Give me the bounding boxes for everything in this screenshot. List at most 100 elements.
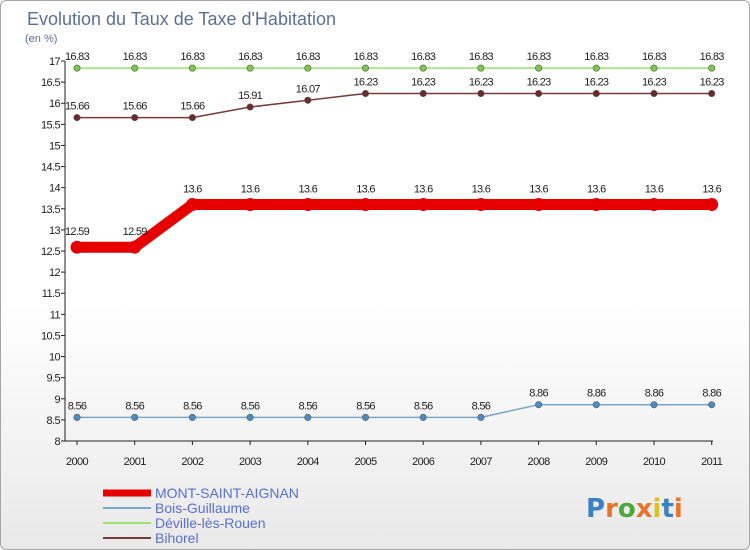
data-label: 8.86 bbox=[587, 388, 606, 400]
data-label: 8.56 bbox=[125, 400, 144, 412]
data-label: 16.83 bbox=[123, 51, 148, 63]
data-label: 16.23 bbox=[642, 77, 667, 89]
data-point bbox=[535, 64, 543, 72]
data-label: 8.56 bbox=[414, 400, 433, 412]
x-tick-label: 2000 bbox=[66, 456, 89, 468]
data-point bbox=[188, 64, 196, 72]
data-label: 12.59 bbox=[123, 226, 148, 238]
data-point bbox=[419, 413, 427, 421]
data-label: 16.23 bbox=[527, 77, 552, 89]
y-tick-label: 12.5 bbox=[41, 246, 60, 258]
x-tick-label: 2009 bbox=[585, 456, 608, 468]
x-tick-label: 2006 bbox=[412, 456, 435, 468]
data-point bbox=[301, 198, 315, 212]
y-tick-label: 14 bbox=[49, 183, 61, 195]
data-label: 15.66 bbox=[180, 101, 205, 113]
data-point bbox=[131, 64, 139, 72]
data-label: 13.6 bbox=[702, 184, 721, 196]
data-point bbox=[708, 64, 716, 72]
data-point bbox=[708, 401, 716, 409]
data-point bbox=[705, 198, 719, 212]
data-point bbox=[589, 198, 603, 212]
data-point bbox=[243, 198, 257, 212]
data-point bbox=[477, 64, 485, 72]
data-label: 16.83 bbox=[238, 51, 263, 63]
logo-letter: i bbox=[653, 494, 662, 524]
data-point bbox=[650, 401, 658, 409]
legend-label: Bihorel bbox=[155, 530, 199, 546]
legend-item: Bois-Guillaume bbox=[103, 500, 250, 516]
x-tick-label: 2007 bbox=[470, 456, 493, 468]
y-tick-label: 14.5 bbox=[41, 162, 60, 174]
data-label: 16.83 bbox=[527, 51, 552, 63]
logo-letter: P bbox=[586, 494, 605, 524]
data-label: 16.83 bbox=[65, 51, 90, 63]
data-label: 13.6 bbox=[298, 184, 317, 196]
data-label: 15.66 bbox=[65, 101, 90, 113]
y-tick-label: 9 bbox=[54, 394, 60, 406]
y-tick-label: 12 bbox=[49, 267, 61, 279]
data-point bbox=[647, 198, 661, 212]
data-point bbox=[73, 64, 81, 72]
data-label: 13.6 bbox=[241, 184, 260, 196]
data-label: 13.6 bbox=[183, 184, 202, 196]
y-tick-label: 16.5 bbox=[41, 77, 60, 89]
data-label: 13.6 bbox=[472, 184, 491, 196]
data-point bbox=[650, 64, 658, 72]
y-tick-label: 10.5 bbox=[41, 330, 60, 342]
legend-item: Déville-lès-Rouen bbox=[103, 515, 266, 531]
series-line bbox=[76, 92, 713, 119]
series-line bbox=[76, 403, 713, 419]
y-tick-label: 8.5 bbox=[47, 415, 61, 427]
data-label: 13.6 bbox=[414, 184, 433, 196]
x-tick-label: 2011 bbox=[701, 456, 723, 468]
data-label: 13.6 bbox=[587, 184, 606, 196]
y-tick-label: 8 bbox=[54, 436, 60, 448]
data-point bbox=[592, 401, 600, 409]
data-label: 8.56 bbox=[241, 400, 260, 412]
logo-letter: t bbox=[661, 494, 673, 524]
data-label: 16.23 bbox=[469, 77, 494, 89]
logo-letter: i bbox=[674, 494, 683, 524]
x-tick-label: 2004 bbox=[297, 456, 320, 468]
data-point bbox=[73, 114, 81, 122]
y-tick-label: 11.5 bbox=[42, 288, 61, 300]
data-label: 16.23 bbox=[353, 77, 378, 89]
data-point bbox=[477, 413, 485, 421]
data-label: 8.56 bbox=[356, 400, 375, 412]
logo-letter: o bbox=[618, 494, 636, 524]
data-point bbox=[188, 114, 196, 122]
y-tick-label: 15 bbox=[49, 140, 61, 152]
data-label: 16.83 bbox=[296, 51, 321, 63]
y-tick-label: 9.5 bbox=[47, 373, 61, 385]
data-label: 16.23 bbox=[584, 77, 609, 89]
logo-wordmark: Proxiti bbox=[586, 494, 683, 524]
proxiti-logo: Proxiti bbox=[586, 494, 683, 524]
data-point bbox=[535, 401, 543, 409]
data-label: 12.59 bbox=[65, 226, 90, 238]
y-tick-label: 13 bbox=[49, 225, 61, 237]
data-point bbox=[592, 90, 600, 98]
data-label: 16.07 bbox=[296, 83, 321, 95]
data-point bbox=[359, 198, 372, 212]
chart-subtitle: (en %) bbox=[25, 33, 57, 45]
data-point bbox=[73, 413, 81, 421]
data-point bbox=[246, 103, 254, 111]
data-point bbox=[246, 413, 254, 421]
chart-title: Evolution du Taux de Taxe d'Habitation bbox=[27, 9, 336, 29]
y-tick-label: 10 bbox=[49, 352, 61, 364]
y-tick-label: 11 bbox=[50, 309, 61, 321]
data-label: 13.6 bbox=[645, 184, 664, 196]
legend-item: MONT-SAINT-AIGNAN bbox=[103, 485, 299, 501]
axes: 8 8.5 9 9.5 10 10.5 11 11.5 12 12.5 13 13.5 14 14.5 15… bbox=[41, 56, 723, 468]
data-point bbox=[185, 198, 199, 212]
data-label: 16.23 bbox=[411, 77, 436, 89]
x-tick-label: 2002 bbox=[181, 456, 204, 468]
data-label: 13.6 bbox=[356, 184, 375, 196]
series-layer: 8.56 8.56 8.56 8.56 8.56 8.56 8.56 8.56 8.86 8.86… bbox=[65, 51, 725, 421]
data-label: 16.23 bbox=[700, 77, 725, 89]
data-point bbox=[592, 64, 600, 72]
data-label: 16.83 bbox=[584, 51, 609, 63]
data-label: 16.83 bbox=[411, 51, 436, 63]
